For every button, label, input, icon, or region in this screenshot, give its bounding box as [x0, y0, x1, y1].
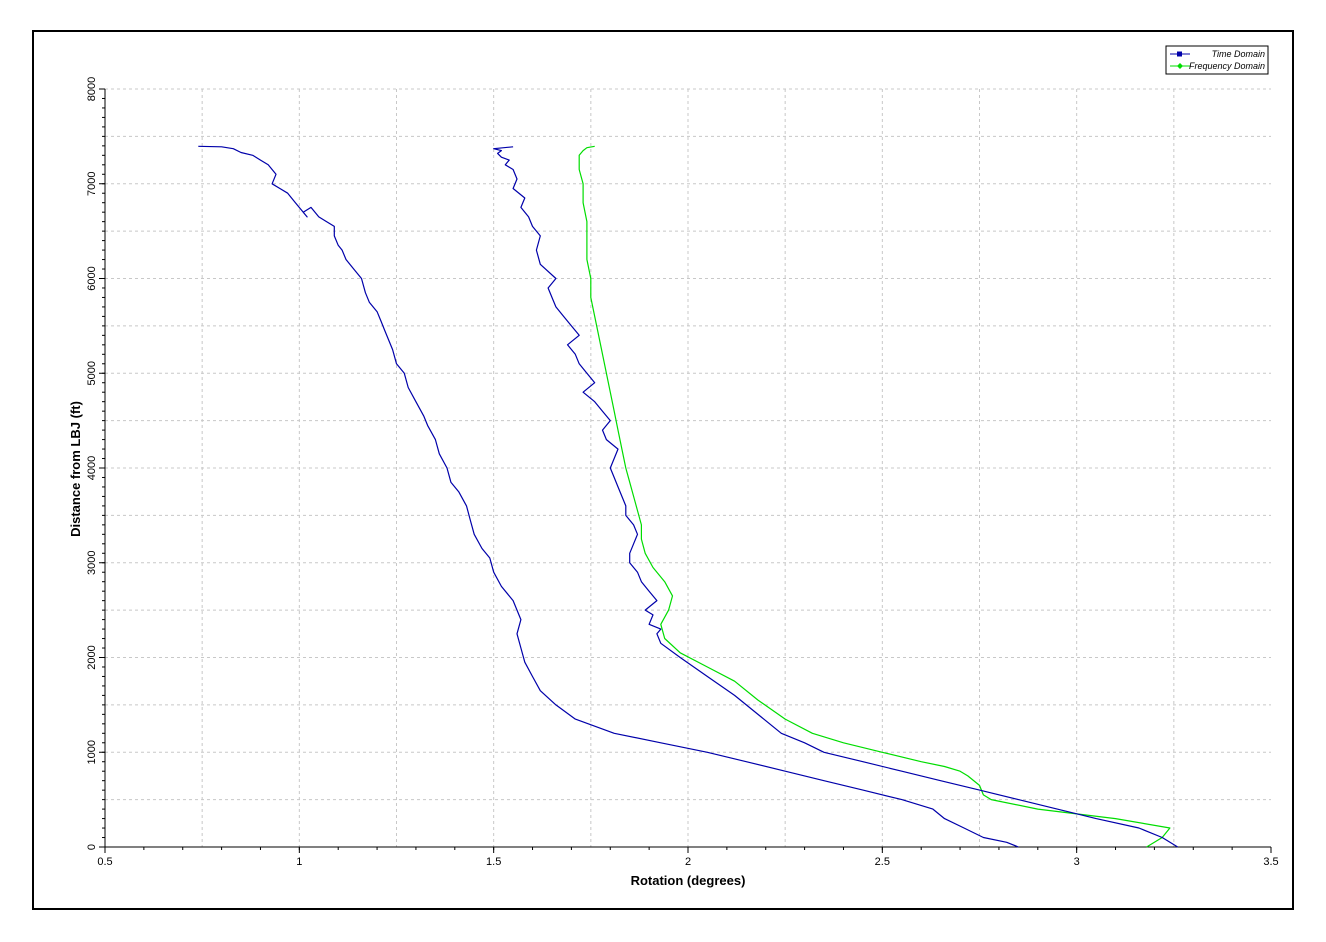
- y-axis-title: Distance from LBJ (ft): [68, 401, 83, 537]
- series-lines: [198, 145, 1179, 848]
- y-tick-label: 6000: [86, 266, 98, 290]
- y-tick-label: 8000: [86, 77, 98, 101]
- x-axis-title: Rotation (degrees): [631, 873, 746, 888]
- x-tick-label: 1.5: [486, 856, 501, 868]
- x-tick-label: 2: [685, 856, 691, 868]
- y-tick-label: 3000: [86, 551, 98, 575]
- series-line-time-domain: [198, 145, 1019, 848]
- series-line-unlabeled-2: [493, 146, 1179, 848]
- x-tick-label: 3.5: [1263, 856, 1278, 868]
- legend-label: Frequency Domain: [1189, 61, 1265, 71]
- y-tick-label: 4000: [86, 456, 98, 480]
- plot-frame: 0.5 1 1.5 2 2.5 3 3.5 0 1000 2000 3000 4000 5000 600…: [32, 30, 1294, 910]
- legend: Time Domain Frequency Domain: [1165, 45, 1269, 75]
- line-chart: 0.5 1 1.5 2 2.5 3 3.5 0 1000 2000 3000 4000 5000 600…: [68, 45, 1279, 888]
- legend-box: [1165, 45, 1269, 75]
- y-tick-label: 1000: [86, 740, 98, 764]
- x-tick-label: 0.5: [97, 856, 112, 868]
- legend-marker-diamond: [1177, 63, 1183, 69]
- y-tick-label: 2000: [86, 645, 98, 669]
- x-tick-label: 3: [1074, 856, 1080, 868]
- x-axis-ticks: 0.5 1 1.5 2 2.5 3 3.5: [97, 847, 1279, 868]
- x-tick-label: 2.5: [875, 856, 890, 868]
- y-tick-label: 5000: [86, 361, 98, 385]
- grid-lines: [105, 88, 1271, 847]
- legend-marker-square: [1177, 51, 1182, 57]
- series-line-frequency-domain: [578, 145, 1171, 848]
- x-tick-label: 1: [296, 856, 302, 868]
- y-axis-ticks: 0 1000 2000 3000 4000 5000 6000 7000 8000: [86, 77, 105, 850]
- legend-label: Time Domain: [1212, 49, 1265, 59]
- y-tick-label: 0: [86, 844, 98, 850]
- y-tick-label: 7000: [86, 172, 98, 196]
